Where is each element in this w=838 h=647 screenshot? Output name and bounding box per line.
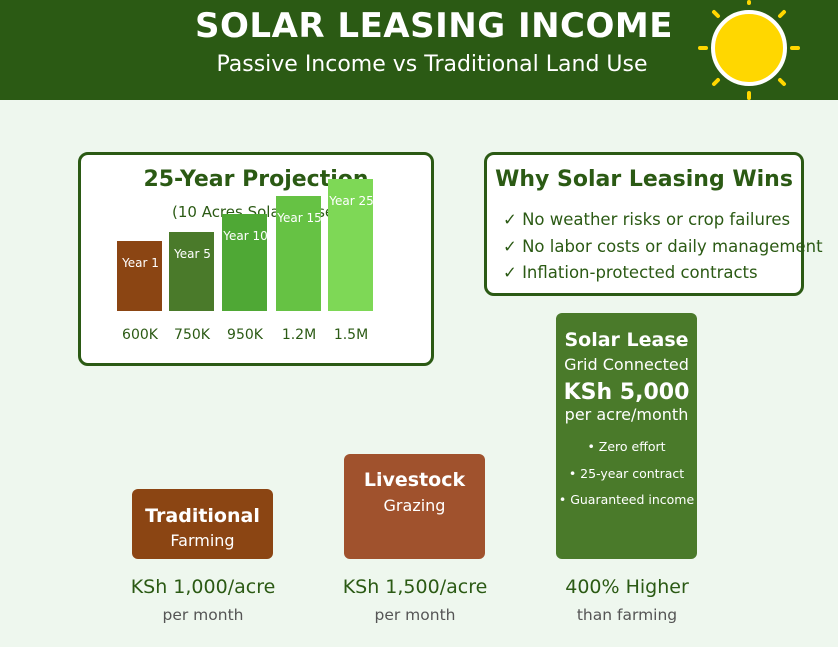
box-title: Traditional xyxy=(145,505,260,527)
solar-lease-box: Solar Lease Grid Connected KSh 5,000 per… xyxy=(556,313,697,559)
header-banner: SOLAR LEASING INCOME Passive Income vs T… xyxy=(0,0,838,100)
livestock-amount: KSh 1,500/acre xyxy=(342,576,488,598)
box-title: Livestock xyxy=(363,469,466,491)
box-title: Solar Lease xyxy=(564,329,689,351)
why-card: Why Solar Leasing Wins ✓ No weather risk… xyxy=(484,152,823,296)
projection-bar: Year 1 xyxy=(117,241,162,311)
bar-value: 950K xyxy=(227,327,263,343)
bar-label: Year 10 xyxy=(223,229,268,243)
benefit-list: ✓ No weather risks or crop failures ✓ No… xyxy=(503,207,823,287)
projection-card: 25-Year Projection (10 Acres Solar Lease… xyxy=(78,152,434,366)
why-title: Why Solar Leasing Wins xyxy=(495,167,793,192)
benefit-item: ✓ No labor costs or daily management xyxy=(503,236,823,256)
lease-unit: per acre/month xyxy=(564,405,689,424)
livestock-grazing-box: Livestock Grazing xyxy=(344,454,485,559)
page-subtitle: Passive Income vs Traditional Land Use xyxy=(216,52,648,77)
livestock-note: per month xyxy=(374,606,456,624)
farming-note: per month xyxy=(162,606,244,624)
projection-bar: Year 15 xyxy=(276,196,322,311)
page-title: SOLAR LEASING INCOME xyxy=(195,6,673,46)
bar-label: Year 25 xyxy=(329,194,374,208)
bar-label: Year 1 xyxy=(122,256,159,270)
box-subtitle: Grid Connected xyxy=(564,355,689,374)
bar-value: 1.5M xyxy=(333,327,369,343)
sun-icon xyxy=(698,0,800,100)
projection-bar: Year 10 xyxy=(222,214,268,311)
benefit-item: ✓ Inflation-protected contracts xyxy=(503,263,758,282)
box-subtitle: Farming xyxy=(170,531,235,550)
projection-title: 25-Year Projection xyxy=(143,167,369,192)
solar-amount: 400% Higher xyxy=(565,576,689,598)
lease-price: KSh 5,000 xyxy=(563,380,690,405)
benefit-item: ✓ No weather risks or crop failures xyxy=(503,210,791,229)
feature-item: • Zero effort xyxy=(587,439,666,454)
feature-item: • Guaranteed income xyxy=(558,492,695,507)
feature-item: • 25-year contract xyxy=(568,465,685,481)
solar-note: than farming xyxy=(576,606,678,624)
traditional-farming-box: Traditional Farming xyxy=(132,489,273,559)
bar-label: Year 15 xyxy=(277,211,322,225)
projection-bar: Year 5 xyxy=(169,232,214,311)
bar-value: 750K xyxy=(174,327,210,343)
projection-bar: Year 25 xyxy=(328,179,374,311)
farming-amount: KSh 1,000/acre xyxy=(130,576,276,598)
box-subtitle: Grazing xyxy=(383,496,446,515)
bar-label: Year 5 xyxy=(174,247,211,261)
bar-value: 600K xyxy=(122,327,158,343)
bar-value: 1.2M xyxy=(281,327,317,343)
